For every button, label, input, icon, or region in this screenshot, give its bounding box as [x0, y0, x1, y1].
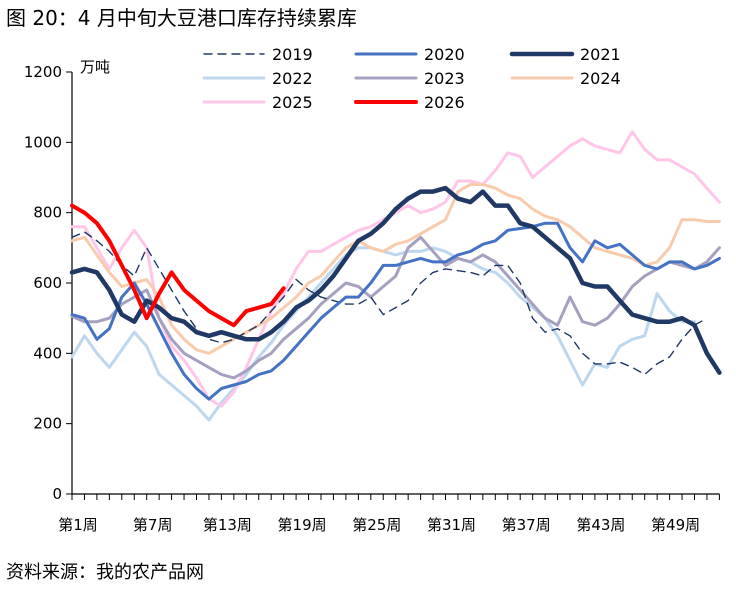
legend-label-2025: 2025: [272, 93, 313, 112]
x-tick-label: 第13周: [203, 516, 252, 534]
series-line-2025: [70, 130, 721, 408]
chart-legend: 2019 2020 2021 2022 2023 2024 2025 2026: [202, 45, 621, 112]
legend-label-2020: 2020: [424, 45, 465, 64]
series-line-2020: [70, 221, 721, 401]
x-tick-label: 第49周: [651, 516, 700, 534]
legend-label-2026: 2026: [424, 93, 465, 112]
x-tick-label: 第31周: [427, 516, 476, 534]
series-line-2021: [69, 185, 722, 375]
y-tick-label: 0: [52, 485, 62, 503]
legend-label-2021: 2021: [580, 45, 621, 64]
y-tick-label: 400: [33, 344, 62, 362]
y-tick-label: 1000: [24, 133, 62, 151]
figure-title: 图 20：4 月中旬大豆港口库存持续累库: [6, 6, 357, 30]
y-tick-label: 200: [33, 415, 62, 433]
y-axis-unit: 万吨: [80, 58, 110, 76]
x-tick-label: 第37周: [502, 516, 551, 534]
x-tick-label: 第7周: [133, 516, 173, 534]
x-tick-label: 第1周: [58, 516, 98, 534]
y-tick-label: 800: [33, 204, 62, 222]
x-tick-label: 第19周: [278, 516, 327, 534]
series-line-2024: [70, 183, 721, 355]
legend-label-2023: 2023: [424, 69, 465, 88]
legend-label-2024: 2024: [580, 69, 621, 88]
figure-source: 资料来源：我的农产品网: [6, 562, 204, 583]
x-tick-label: 第43周: [576, 516, 625, 534]
series-line-2026: [70, 203, 286, 328]
y-tick-label: 1200: [24, 63, 62, 81]
series-line-2019: [71, 231, 708, 376]
series-line-2023: [70, 235, 721, 380]
legend-label-2019: 2019: [272, 45, 313, 64]
legend-label-2022: 2022: [272, 69, 313, 88]
chart-series: [69, 130, 722, 422]
y-tick-label: 600: [33, 274, 62, 292]
x-tick-label: 第25周: [352, 516, 401, 534]
